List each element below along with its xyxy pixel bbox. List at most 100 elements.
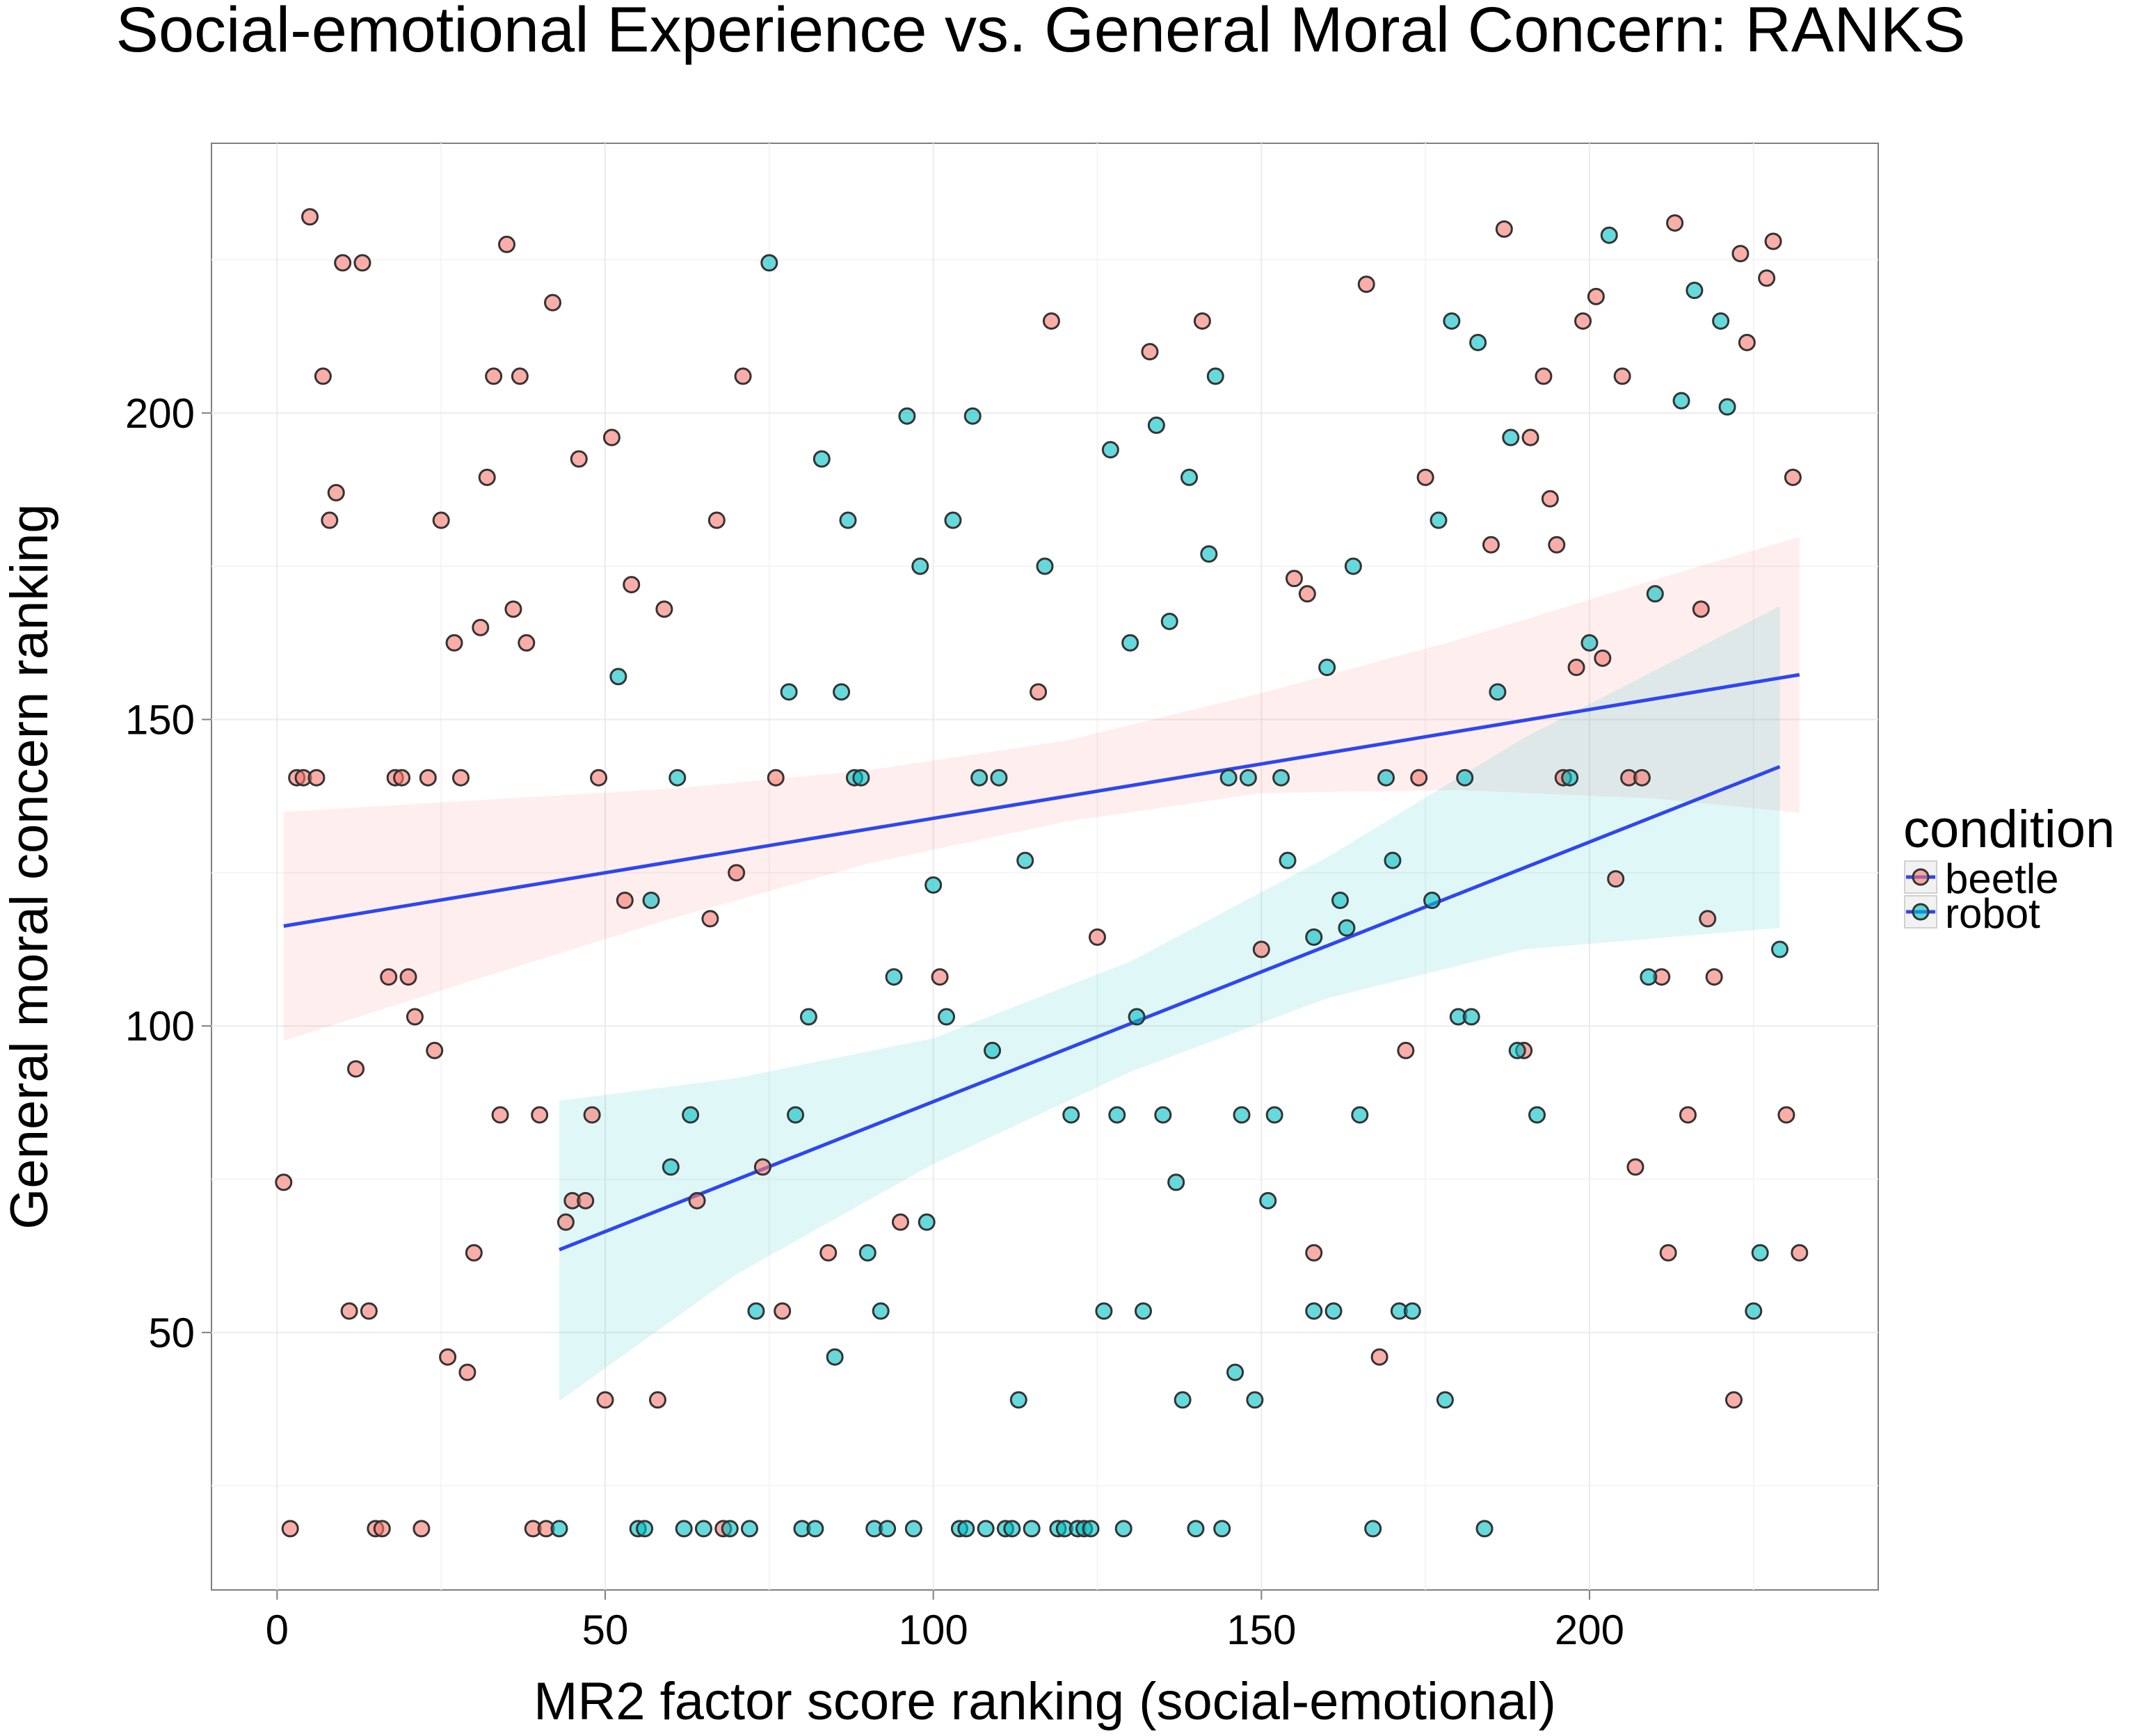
y-tick-label: 200 <box>125 390 195 437</box>
data-point-beetle <box>1626 1158 1644 1176</box>
data-point-beetle <box>1252 940 1270 958</box>
data-point-beetle <box>1088 928 1106 946</box>
data-point-robot <box>1377 769 1395 787</box>
data-point-beetle <box>1567 659 1585 677</box>
data-point-robot <box>1364 1520 1382 1538</box>
data-point-beetle <box>451 769 470 787</box>
data-point-beetle <box>1548 536 1566 554</box>
data-point-robot <box>642 891 660 909</box>
data-point-robot <box>1423 891 1441 909</box>
data-point-robot <box>1600 226 1618 244</box>
data-point-robot <box>872 1302 890 1320</box>
data-point-robot <box>898 407 916 425</box>
data-point-robot <box>1331 891 1349 909</box>
data-point-robot <box>1128 1008 1146 1026</box>
data-point-beetle <box>347 1060 365 1078</box>
data-point-beetle <box>406 1008 424 1026</box>
data-point-robot <box>1147 416 1165 434</box>
data-point-beetle <box>734 367 752 385</box>
data-point-beetle <box>334 254 352 272</box>
data-point-robot <box>1305 1302 1323 1320</box>
data-point-robot <box>1160 612 1178 630</box>
data-point-robot <box>852 769 870 787</box>
data-point-beetle <box>1633 769 1651 787</box>
data-point-robot <box>1108 1106 1126 1124</box>
axis-ticks: 0 50 100 150 200 50 100 150 200 <box>125 390 1624 1653</box>
ci-band-robot <box>559 606 1780 1401</box>
data-point-robot <box>957 1520 975 1538</box>
grid-lines <box>211 143 1878 1590</box>
data-point-robot <box>970 769 989 787</box>
data-point-beetle <box>701 910 719 928</box>
data-point-robot <box>813 450 831 468</box>
data-point-robot <box>885 968 903 986</box>
data-point-robot <box>1082 1520 1100 1538</box>
data-point-beetle <box>1370 1348 1388 1366</box>
data-point-robot <box>963 407 982 425</box>
data-point-robot <box>1561 769 1579 787</box>
data-point-beetle <box>399 968 417 986</box>
data-point-beetle <box>393 769 411 787</box>
data-point-beetle <box>1482 536 1500 554</box>
data-point-beetle <box>504 600 522 618</box>
data-point-beetle <box>544 294 562 312</box>
data-point-beetle <box>577 1191 595 1209</box>
data-point-beetle <box>1699 910 1717 928</box>
data-point-beetle <box>774 1302 792 1320</box>
data-point-beetle <box>1679 1106 1697 1124</box>
data-point-robot <box>1101 441 1119 459</box>
data-point-robot <box>1443 312 1461 330</box>
data-point-beetle <box>1285 570 1303 588</box>
data-point-beetle <box>281 1520 299 1538</box>
data-point-robot <box>1475 1520 1494 1538</box>
data-point-robot <box>636 1520 654 1538</box>
data-point-robot <box>1023 1520 1041 1538</box>
confidence-bands <box>283 536 1800 1401</box>
data-point-robot <box>1246 1391 1264 1409</box>
data-point-robot <box>1036 557 1054 575</box>
data-point-beetle <box>327 483 345 501</box>
data-point-beetle <box>1521 428 1539 447</box>
data-point-beetle <box>655 600 673 618</box>
data-point-beetle <box>518 634 536 652</box>
data-point-beetle <box>373 1520 391 1538</box>
data-point-robot <box>1528 1106 1546 1124</box>
data-points <box>275 208 1809 1538</box>
y-tick-label: 50 <box>148 1310 195 1356</box>
data-point-robot <box>1219 769 1238 787</box>
legend-key-point-robot <box>1912 903 1930 921</box>
data-point-beetle <box>688 1191 706 1209</box>
data-point-robot <box>826 1348 844 1366</box>
data-point-beetle <box>623 576 641 594</box>
data-point-robot <box>1239 769 1257 787</box>
data-point-robot <box>682 1106 700 1124</box>
data-point-beetle <box>596 1391 614 1409</box>
data-point-beetle <box>583 1106 601 1124</box>
y-axis-label: General moral concern ranking <box>0 504 59 1229</box>
data-point-robot <box>1167 1173 1185 1191</box>
data-point-beetle <box>497 235 515 253</box>
data-point-robot <box>1580 634 1599 652</box>
data-point-robot <box>904 1520 922 1538</box>
data-point-robot <box>925 876 943 894</box>
data-point-robot <box>780 683 798 701</box>
data-point-robot <box>675 1520 693 1538</box>
data-point-beetle <box>413 1520 431 1538</box>
data-point-robot <box>662 1158 680 1176</box>
data-point-robot <box>1154 1106 1172 1124</box>
data-point-beetle <box>353 254 371 272</box>
data-point-beetle <box>1541 490 1559 508</box>
data-point-robot <box>918 1213 936 1231</box>
data-point-robot <box>1462 1008 1480 1026</box>
data-point-beetle <box>1613 367 1631 385</box>
data-point-beetle <box>1495 220 1513 238</box>
x-tick-label: 50 <box>582 1607 629 1653</box>
data-point-robot <box>1344 557 1362 575</box>
legend-label-beetle: beetle <box>1945 855 2058 902</box>
data-point-beetle <box>767 769 785 787</box>
data-point-robot <box>1187 1520 1205 1538</box>
data-point-beetle <box>1030 683 1048 701</box>
data-point-robot <box>799 1008 817 1026</box>
data-point-robot <box>1640 968 1658 986</box>
data-point-beetle <box>1416 468 1434 486</box>
